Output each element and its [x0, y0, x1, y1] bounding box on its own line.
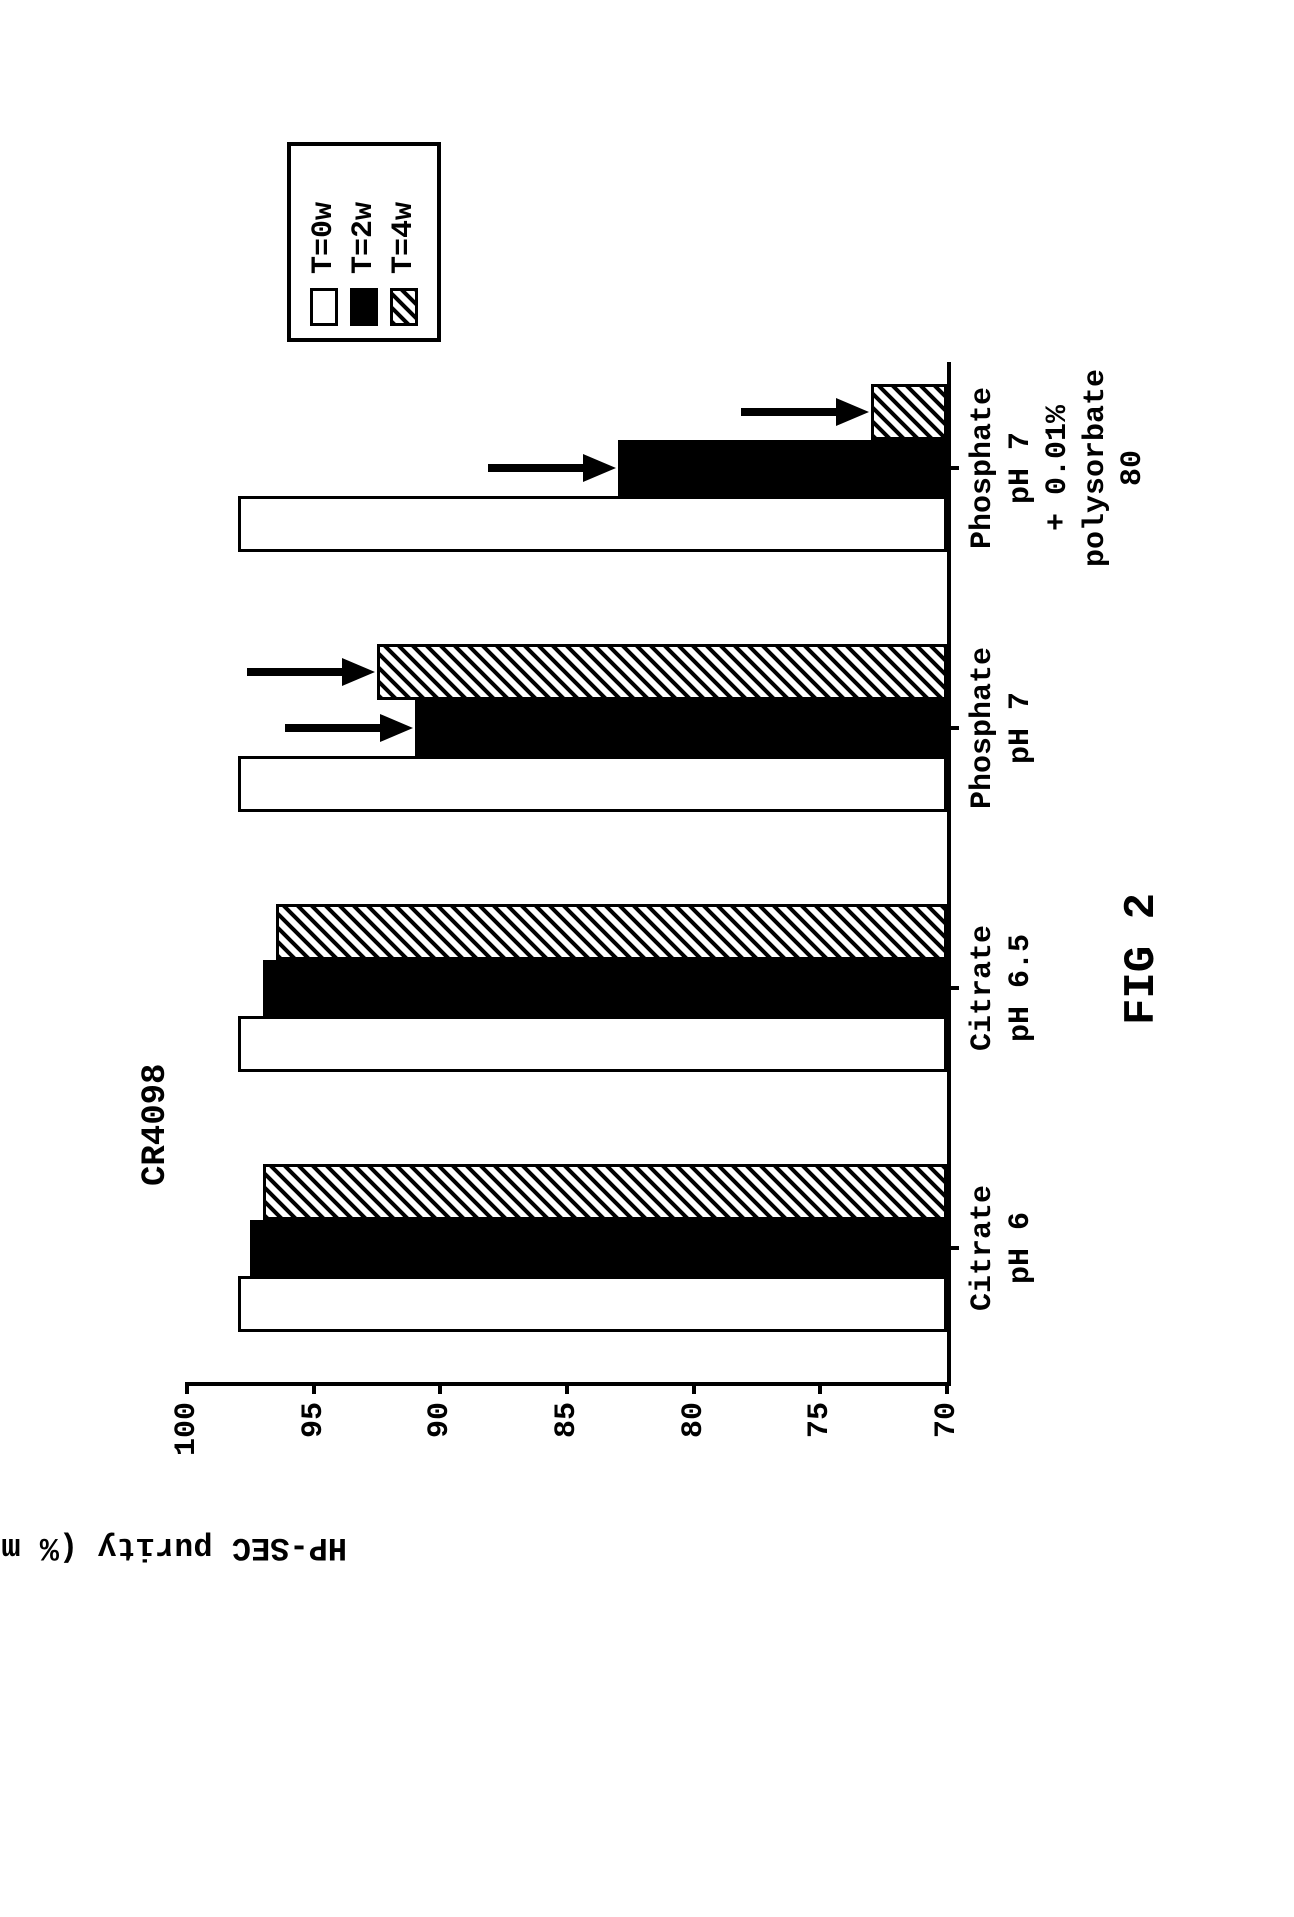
- bar: [250, 1220, 947, 1276]
- bar: [618, 440, 947, 496]
- x-axis-label: Phosphate pH 7 + 0.01% polysorbate 80: [947, 368, 1153, 566]
- bar: [263, 960, 947, 1016]
- legend-item: T=0w: [307, 158, 341, 326]
- y-tick: [438, 1382, 442, 1394]
- legend-item: T=4w: [387, 158, 421, 326]
- x-axis-label: Citrate pH 6: [947, 1184, 1040, 1310]
- legend-item: T=2w: [347, 158, 381, 326]
- legend-swatch: [310, 288, 338, 326]
- y-tick: [312, 1382, 316, 1394]
- bar: [415, 700, 947, 756]
- x-axis-label: Phosphate pH 7: [947, 646, 1040, 808]
- y-tick: [565, 1382, 569, 1394]
- y-tick-label: 75: [803, 1402, 837, 1462]
- y-tick-label: 70: [930, 1402, 964, 1462]
- legend: T=0wT=2wT=4w: [287, 142, 441, 342]
- arrow-icon: [478, 448, 618, 488]
- bar: [276, 904, 947, 960]
- bar: [238, 496, 947, 552]
- y-tick-label: 95: [297, 1402, 331, 1462]
- y-tick-label: 80: [677, 1402, 711, 1462]
- y-tick-label: 100: [170, 1402, 204, 1462]
- arrow-icon: [731, 392, 871, 432]
- figure-page: CR4098 HP-SEC purity (% main peak) T=0wT…: [97, 312, 1197, 1606]
- arrow-icon: [237, 652, 377, 692]
- plot-area: T=0wT=2wT=4w 707580859095100Citrate pH 6…: [187, 362, 951, 1386]
- chart-title: CR4098: [137, 1063, 175, 1185]
- bar: [263, 1164, 947, 1220]
- y-tick: [692, 1382, 696, 1394]
- legend-label: T=0w: [307, 201, 341, 273]
- figure-caption: FIG 2: [1117, 892, 1167, 1024]
- y-tick-label: 85: [550, 1402, 584, 1462]
- bar: [238, 756, 947, 812]
- y-tick: [945, 1382, 949, 1394]
- legend-swatch: [390, 288, 418, 326]
- y-tick: [185, 1382, 189, 1394]
- bar: [377, 644, 947, 700]
- arrow-icon: [275, 708, 415, 748]
- legend-swatch: [350, 288, 378, 326]
- y-axis-label: HP-SEC purity (% main peak): [0, 1529, 347, 1566]
- bar: [238, 1016, 947, 1072]
- legend-label: T=4w: [387, 201, 421, 273]
- bar: [871, 384, 947, 440]
- x-axis-label: Citrate pH 6.5: [947, 924, 1040, 1050]
- y-tick-label: 90: [423, 1402, 457, 1462]
- legend-label: T=2w: [347, 201, 381, 273]
- bar: [238, 1276, 947, 1332]
- y-tick: [818, 1382, 822, 1394]
